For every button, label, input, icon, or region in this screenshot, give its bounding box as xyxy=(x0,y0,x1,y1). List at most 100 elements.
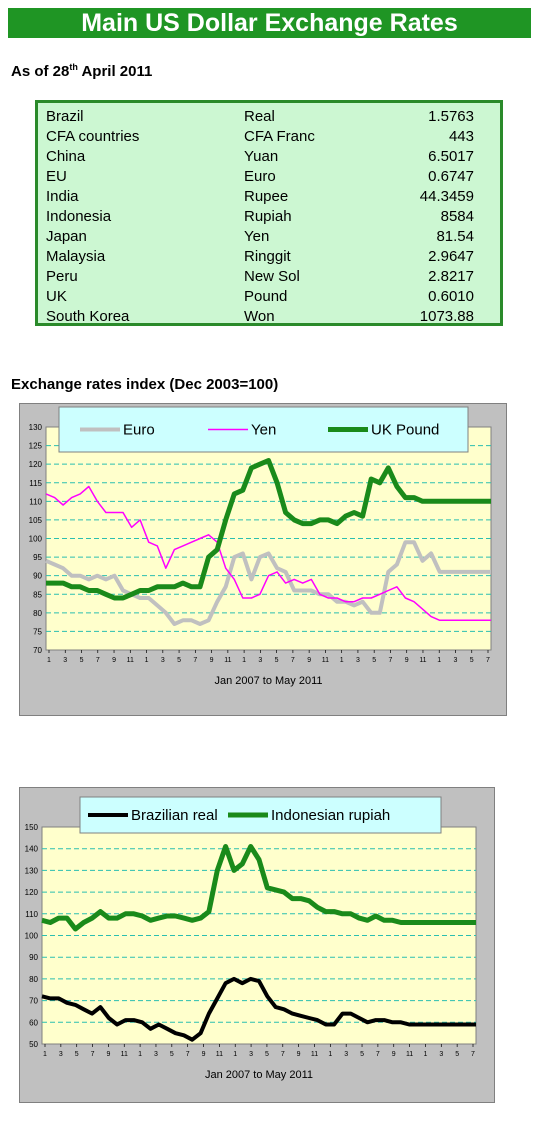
rate-row: EU Euro 0.6747 xyxy=(42,167,496,187)
page-title: Main US Dollar Exchange Rates xyxy=(81,9,458,37)
y-tick-label: 60 xyxy=(29,1018,38,1027)
x-tick-label: 5 xyxy=(170,1051,174,1058)
x-tick-label: 11 xyxy=(127,657,134,664)
x-tick-label: 5 xyxy=(80,657,84,664)
y-tick-label: 150 xyxy=(25,823,39,832)
rate-country: Indonesia xyxy=(46,208,112,225)
rate-currency: Rupee xyxy=(244,188,289,205)
rate-country: Peru xyxy=(46,268,78,285)
x-tick-label: 11 xyxy=(311,1051,318,1058)
rate-row: UK Pound 0.6010 xyxy=(42,287,496,307)
x-tick-label: 7 xyxy=(291,657,295,664)
x-tick-label: 7 xyxy=(193,657,197,664)
x-tick-label: 5 xyxy=(275,657,279,664)
rate-value: 6.5017 xyxy=(428,148,474,165)
rate-country: CFA countries xyxy=(46,128,140,145)
x-tick-label: 3 xyxy=(356,657,360,664)
rate-country: UK xyxy=(46,288,67,305)
x-tick-label: 1 xyxy=(47,657,51,664)
x-tick-label: 5 xyxy=(265,1051,269,1058)
section-title: Exchange rates index (Dec 2003=100) xyxy=(11,376,279,393)
y-tick-label: 80 xyxy=(29,975,38,984)
x-tick-label: 9 xyxy=(297,1051,301,1058)
y-tick-label: 80 xyxy=(33,609,42,618)
y-tick-label: 90 xyxy=(33,572,42,581)
exchange-index-chart: 70 75 80 85 90 95 100 105 110 115 120 125 130 1 3 5 7 9 11… xyxy=(19,403,507,716)
y-tick-label: 90 xyxy=(29,953,38,962)
as-of-suffix: April 2011 xyxy=(77,63,153,80)
series-line-indonesian-rupiah xyxy=(41,844,476,932)
page-banner: Main US Dollar Exchange Rates xyxy=(8,8,531,38)
y-tick-label: 50 xyxy=(29,1040,38,1049)
x-tick-label: 1 xyxy=(43,1051,47,1058)
rate-row: South Korea Won 1073.88 xyxy=(42,307,496,327)
rate-row: China Yuan 6.5017 xyxy=(42,147,496,167)
legend-label: Euro xyxy=(123,422,155,439)
x-tick-label: 3 xyxy=(454,657,458,664)
y-tick-label: 75 xyxy=(33,627,42,636)
rate-value: 443 xyxy=(448,128,474,145)
x-tick-label: 7 xyxy=(471,1051,475,1058)
x-tick-label: 11 xyxy=(216,1051,223,1058)
rate-row: Malaysia Ringgit 2.9647 xyxy=(42,247,496,267)
y-tick-label: 100 xyxy=(29,535,43,544)
rate-value: 44.3459 xyxy=(419,188,474,205)
rate-country: India xyxy=(46,188,79,205)
x-tick-label: 5 xyxy=(470,657,474,664)
as-of-date: As of 28th April 2011 xyxy=(11,62,152,80)
x-tick-label: 11 xyxy=(224,657,231,664)
legend-label: UK Pound xyxy=(371,422,439,439)
series-line-euro xyxy=(45,540,491,626)
rate-currency: Euro xyxy=(244,168,276,185)
rate-country: China xyxy=(46,148,86,165)
x-tick-label: 3 xyxy=(439,1051,443,1058)
x-tick-label: 5 xyxy=(360,1051,364,1058)
x-tick-label: 7 xyxy=(91,1051,95,1058)
x-tick-label: 1 xyxy=(328,1051,332,1058)
x-tick-label: 1 xyxy=(138,1051,142,1058)
rate-currency: Pound xyxy=(244,288,288,305)
x-tick-label: 1 xyxy=(340,657,344,664)
rate-row: Indonesia Rupiah 8584 xyxy=(42,207,496,227)
y-tick-label: 70 xyxy=(29,997,38,1006)
y-tick-label: 95 xyxy=(33,553,42,562)
y-tick-label: 130 xyxy=(29,423,43,432)
x-tick-label: 3 xyxy=(258,657,262,664)
rate-row: CFA countries CFA Franc 443 xyxy=(42,127,496,147)
y-tick-label: 130 xyxy=(25,866,39,875)
x-tick-label: 7 xyxy=(376,1051,380,1058)
rate-country: Japan xyxy=(46,228,87,245)
rate-currency: Real xyxy=(244,108,275,125)
x-tick-label: 3 xyxy=(344,1051,348,1058)
exchange-rate-table: Brazil Real 1.5763 CFA countries CFA Franc 44… xyxy=(35,100,503,326)
x-tick-label: 7 xyxy=(486,657,490,664)
rate-country: Brazil xyxy=(46,108,84,125)
x-tick-label: 7 xyxy=(186,1051,190,1058)
rate-currency: Rupiah xyxy=(244,208,292,225)
series-line-yen xyxy=(45,485,491,622)
legend-label: Indonesian rupiah xyxy=(271,807,390,824)
rate-currency: Yuan xyxy=(244,148,279,165)
x-tick-label: 7 xyxy=(281,1051,285,1058)
x-tick-label: 1 xyxy=(437,657,441,664)
y-tick-label: 120 xyxy=(29,460,43,469)
x-tick-label: 11 xyxy=(322,657,329,664)
rate-value: 2.9647 xyxy=(428,248,474,265)
rate-value: 81.54 xyxy=(436,228,474,245)
x-tick-label: 1 xyxy=(145,657,149,664)
series-line-brazilian-real xyxy=(41,976,476,1042)
rate-value: 1.5763 xyxy=(428,108,474,125)
x-tick-label: 11 xyxy=(419,657,426,664)
x-axis-label: Jan 2007 to May 2011 xyxy=(205,1069,313,1081)
rate-country: Malaysia xyxy=(46,248,106,265)
rate-currency: CFA Franc xyxy=(244,128,315,145)
rate-row: Peru New Sol 2.8217 xyxy=(42,267,496,287)
x-tick-label: 9 xyxy=(307,657,311,664)
rate-currency: Won xyxy=(244,308,275,325)
rate-value: 1073.88 xyxy=(419,308,474,325)
real-rupiah-chart: 50 60 70 80 90 100 110 120 130 140 150 1 3 5 7 9 11 1 3 5 7 9… xyxy=(19,787,495,1103)
y-tick-label: 110 xyxy=(29,497,42,506)
x-tick-label: 5 xyxy=(75,1051,79,1058)
legend-label: Yen xyxy=(251,422,276,439)
